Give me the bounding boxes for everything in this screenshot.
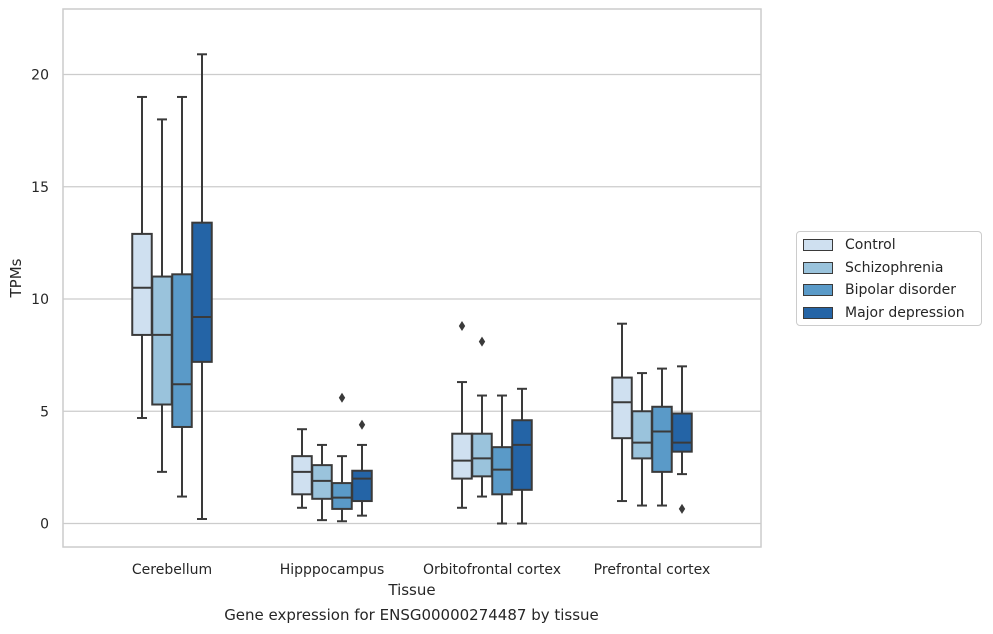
legend-label-bipolar-disorder: Bipolar disorder — [845, 282, 957, 298]
box-bipolar-disorder-hipppocampus — [331, 392, 353, 523]
box-schizophrenia-cerebellum-iqr-box — [151, 275, 173, 406]
box-schizophrenia-prefrontal-cortex-iqr-box — [631, 410, 653, 460]
box-control-cerebellum — [131, 95, 153, 419]
legend-item-bipolar-disorder: Bipolar disorder — [803, 280, 956, 300]
box-control-orbitofrontal-cortex-iqr-box — [451, 432, 473, 480]
box-major-depression-hipppocampus-iqr-box — [351, 469, 373, 503]
legend-item-major-depression: Major depression — [803, 303, 965, 323]
box-control-prefrontal-cortex-iqr-box — [611, 376, 633, 440]
box-control-cerebellum-iqr-box — [131, 232, 153, 336]
legend-item-schizophrenia: Schizophrenia — [803, 258, 943, 278]
box-major-depression-prefrontal-cortex-iqr-box — [671, 412, 693, 453]
box-control-orbitofrontal-cortex — [451, 320, 473, 509]
box-schizophrenia-orbitofrontal-cortex-iqr-box — [471, 432, 493, 478]
box-major-depression-hipppocampus — [351, 419, 373, 517]
y-axis-label: TPMs — [7, 258, 25, 298]
y-tick-label-20: 20 — [31, 68, 49, 84]
box-bipolar-disorder-hipppocampus-iqr-box — [331, 482, 353, 510]
box-bipolar-disorder-prefrontal-cortex-iqr-box — [651, 405, 673, 473]
boxes-layer — [131, 53, 693, 525]
box-schizophrenia-hipppocampus — [311, 443, 333, 522]
box-major-depression-cerebellum-iqr-box — [191, 221, 213, 363]
x-tick-label-cerebellum: Cerebellum — [132, 562, 212, 578]
x-axis-label: Tissue — [387, 581, 435, 599]
legend-swatch-control — [803, 239, 833, 251]
box-bipolar-disorder-orbitofrontal-cortex-iqr-box — [491, 446, 513, 496]
box-schizophrenia-orbitofrontal-cortex-outlier-0 — [478, 336, 486, 347]
box-major-depression-orbitofrontal-cortex-iqr-box — [511, 419, 533, 491]
x-tick-label-orbitofrontal-cortex: Orbitofrontal cortex — [423, 562, 561, 578]
box-major-depression-orbitofrontal-cortex — [511, 387, 533, 525]
y-tick-label-15: 15 — [31, 180, 49, 196]
box-schizophrenia-prefrontal-cortex — [631, 372, 653, 507]
axis-labels-layer: 0 5 10 15 20 Cerebellum Hipppocampus Orbitofron… — [31, 68, 710, 579]
box-schizophrenia-cerebellum — [151, 118, 173, 473]
legend: Control Schizophrenia Bipolar disorder M… — [796, 231, 982, 326]
y-tick-label-10: 10 — [31, 292, 49, 308]
figure-caption: Gene expression for ENSG00000274487 by t… — [224, 606, 599, 624]
legend-swatch-major-depression — [803, 307, 833, 319]
x-tick-label-prefrontal-cortex: Prefrontal cortex — [594, 562, 711, 578]
legend-item-control: Control — [803, 235, 896, 255]
box-major-depression-prefrontal-cortex — [671, 365, 693, 514]
legend-swatch-schizophrenia — [803, 262, 833, 274]
box-bipolar-disorder-cerebellum — [171, 95, 193, 498]
y-tick-label-5: 5 — [40, 404, 49, 420]
box-control-hipppocampus — [291, 428, 313, 509]
box-control-hipppocampus-iqr-box — [291, 455, 313, 496]
box-schizophrenia-hipppocampus-iqr-box — [311, 464, 333, 500]
y-tick-label-0: 0 — [40, 517, 49, 533]
box-major-depression-cerebellum — [191, 53, 213, 521]
box-bipolar-disorder-hipppocampus-outlier-0 — [338, 392, 346, 403]
legend-swatch-bipolar-disorder — [803, 284, 833, 296]
box-major-depression-prefrontal-cortex-outlier-0 — [678, 503, 686, 514]
box-bipolar-disorder-cerebellum-iqr-box — [171, 273, 193, 428]
legend-label-major-depression: Major depression — [845, 305, 965, 321]
box-schizophrenia-orbitofrontal-cortex — [471, 336, 493, 498]
legend-label-control: Control — [845, 237, 896, 253]
box-control-orbitofrontal-cortex-outlier-0 — [458, 320, 466, 331]
legend-label-schizophrenia: Schizophrenia — [845, 260, 944, 276]
box-control-prefrontal-cortex — [611, 322, 633, 503]
x-tick-label-hipppocampus: Hipppocampus — [280, 562, 385, 578]
box-major-depression-hipppocampus-outlier-0 — [358, 419, 366, 430]
